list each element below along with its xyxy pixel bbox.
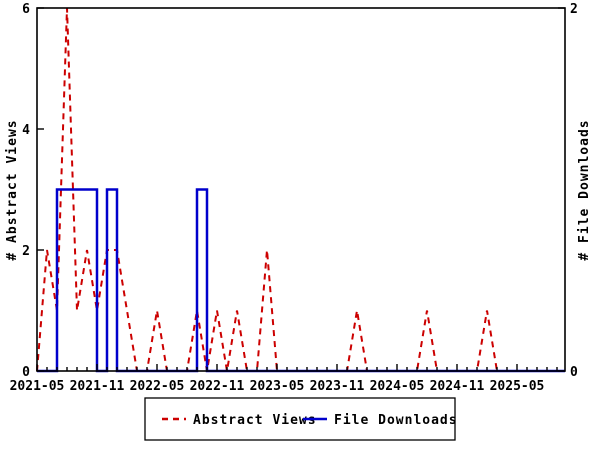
- abstract-views-legend-label: Abstract Views: [193, 413, 317, 428]
- y-tick-label: 0: [570, 365, 578, 380]
- legend-box: [144, 397, 456, 441]
- y-axis-right-tick-labels: 02: [570, 2, 578, 380]
- x-tick-label: 2021-11: [70, 379, 125, 394]
- legend: Abstract Views File Downloads: [144, 397, 458, 441]
- x-tick-label: 2024-05: [370, 379, 425, 394]
- y-axis-title-left: # Abstract Views: [5, 119, 20, 260]
- y-tick-label: 4: [22, 123, 30, 138]
- x-tick-label: 2022-05: [130, 379, 185, 394]
- x-tick-label: 2023-05: [250, 379, 305, 394]
- x-tick-label: 2022-11: [190, 379, 245, 394]
- file-downloads-line: [37, 188, 565, 373]
- file-downloads-legend-label: File Downloads: [334, 413, 458, 428]
- x-tick-label: 2024-11: [430, 379, 485, 394]
- y-tick-label: 2: [22, 244, 30, 259]
- y-axis-right-ticks: [558, 7, 565, 372]
- x-tick-label: 2021-05: [10, 379, 65, 394]
- x-axis-ticks: [36, 364, 558, 371]
- plot-border: [36, 7, 566, 372]
- y-axis-title-right: # File Downloads: [577, 119, 592, 260]
- y-tick-label: 2: [570, 2, 578, 17]
- x-tick-label: 2023-11: [310, 379, 365, 394]
- y-axis-left-tick-labels: 0 2 4 6: [22, 2, 30, 380]
- y-tick-label: 0: [22, 365, 30, 380]
- y-tick-label: 6: [22, 2, 30, 17]
- x-tick-label: 2025-05: [490, 379, 545, 394]
- x-axis-tick-labels: 2021-05 2021-11 2022-05 2022-11 2023-05 2023-…: [10, 379, 545, 394]
- y-axis-left-ticks: [37, 7, 44, 372]
